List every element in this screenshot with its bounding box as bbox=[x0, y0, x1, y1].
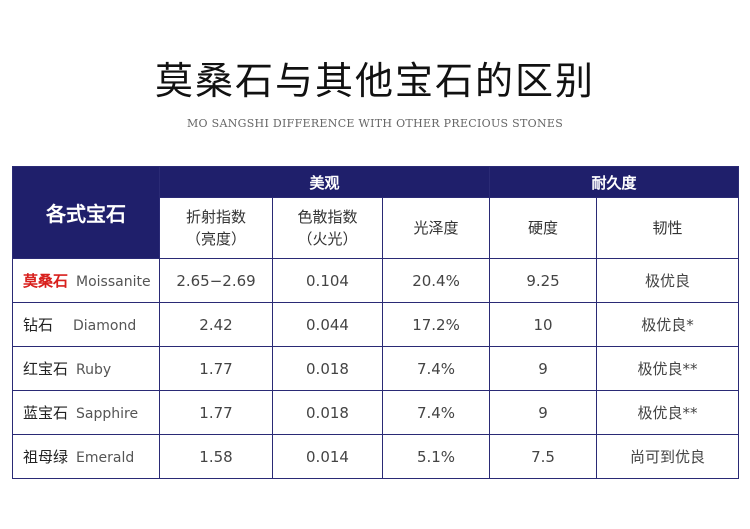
table-row: 莫桑石 Moissanite 2.65−2.69 0.104 20.4% 9.25… bbox=[12, 258, 740, 303]
stone-name-en: Diamond bbox=[73, 318, 137, 334]
dispersion-cell: 0.104 bbox=[272, 258, 383, 303]
hardness-cell: 9 bbox=[489, 346, 598, 391]
comparison-table: 各式宝石 美观 耐久度 折射指数 （亮度） 色散指数 （火光） 光泽度 硬度 韧… bbox=[12, 166, 740, 479]
toughness-cell: 极优良* bbox=[596, 302, 740, 347]
stone-name-cell: 祖母绿 Emerald bbox=[12, 434, 160, 479]
hardness-cell: 9 bbox=[489, 390, 598, 435]
stone-name-en: Sapphire bbox=[76, 406, 139, 422]
toughness-cell: 极优良 bbox=[596, 258, 740, 303]
stone-name-en: Emerald bbox=[76, 450, 135, 466]
hardness-cell: 7.5 bbox=[489, 434, 598, 479]
hardness-cell: 10 bbox=[489, 302, 598, 347]
luster-cell: 17.2% bbox=[381, 302, 491, 347]
stone-name-en: Ruby bbox=[76, 362, 112, 378]
luster-cell: 7.4% bbox=[381, 390, 491, 435]
dispersion-cell: 0.014 bbox=[272, 434, 383, 479]
header-row-groups: 各式宝石 美观 耐久度 bbox=[12, 166, 740, 259]
group-header-durability: 耐久度 bbox=[489, 166, 740, 198]
stone-name-cell: 莫桑石 Moissanite bbox=[12, 258, 160, 303]
dispersion-sublabel: （火光） bbox=[297, 230, 358, 248]
page-subtitle: MO SANGSHI DIFFERENCE WITH OTHER PRECIOU… bbox=[186, 117, 564, 130]
dispersion-label: 色散指数 bbox=[297, 208, 358, 226]
refraction-cell: 1.77 bbox=[159, 346, 273, 391]
stone-name-cn: 红宝石 bbox=[23, 360, 69, 378]
group-header-appearance: 美观 bbox=[158, 166, 491, 198]
refraction-cell: 2.65−2.69 bbox=[159, 258, 273, 303]
dispersion-cell: 0.044 bbox=[272, 302, 383, 347]
column-header-hardness: 硬度 bbox=[489, 197, 598, 259]
stone-name-cn: 蓝宝石 bbox=[23, 404, 69, 422]
toughness-cell: 尚可到优良 bbox=[596, 434, 740, 479]
refraction-cell: 1.77 bbox=[159, 390, 273, 435]
table-row: 钻石 Diamond 2.42 0.044 17.2% 10 极优良* bbox=[12, 302, 740, 347]
refraction-cell: 2.42 bbox=[159, 302, 273, 347]
column-header-dispersion: 色散指数 （火光） bbox=[272, 197, 383, 259]
stone-column-header: 各式宝石 bbox=[12, 166, 160, 259]
table-row: 祖母绿 Emerald 1.58 0.014 5.1% 7.5 尚可到优良 bbox=[12, 434, 740, 479]
refraction-cell: 1.58 bbox=[159, 434, 273, 479]
luster-cell: 7.4% bbox=[381, 346, 491, 391]
toughness-cell: 极优良** bbox=[596, 390, 740, 435]
luster-cell: 20.4% bbox=[381, 258, 491, 303]
stone-name-cell: 蓝宝石 Sapphire bbox=[12, 390, 160, 435]
dispersion-cell: 0.018 bbox=[272, 346, 383, 391]
hardness-cell: 9.25 bbox=[489, 258, 598, 303]
stone-name-cn: 祖母绿 bbox=[23, 448, 69, 466]
page-title: 莫桑石与其他宝石的区别 bbox=[154, 59, 595, 103]
stone-name-en: Moissanite bbox=[76, 274, 151, 290]
refraction-sublabel: （亮度） bbox=[185, 230, 246, 248]
column-header-luster: 光泽度 bbox=[381, 197, 491, 259]
luster-cell: 5.1% bbox=[381, 434, 491, 479]
table-row: 红宝石 Ruby 1.77 0.018 7.4% 9 极优良** bbox=[12, 346, 740, 391]
header-row-columns: 折射指数 （亮度） 色散指数 （火光） 光泽度 硬度 韧性 bbox=[13, 197, 740, 259]
dispersion-cell: 0.018 bbox=[272, 390, 383, 435]
column-header-toughness: 韧性 bbox=[596, 197, 740, 259]
stone-name-cn: 莫桑石 bbox=[23, 272, 69, 290]
column-header-refraction: 折射指数 （亮度） bbox=[159, 197, 273, 259]
stone-name-cell: 钻石 Diamond bbox=[12, 302, 160, 347]
refraction-label: 折射指数 bbox=[185, 208, 246, 226]
table-row: 蓝宝石 Sapphire 1.77 0.018 7.4% 9 极优良** bbox=[12, 390, 740, 435]
stone-name-cell: 红宝石 Ruby bbox=[12, 346, 160, 391]
stone-name-cn: 钻石 bbox=[23, 316, 54, 334]
toughness-cell: 极优良** bbox=[596, 346, 740, 391]
